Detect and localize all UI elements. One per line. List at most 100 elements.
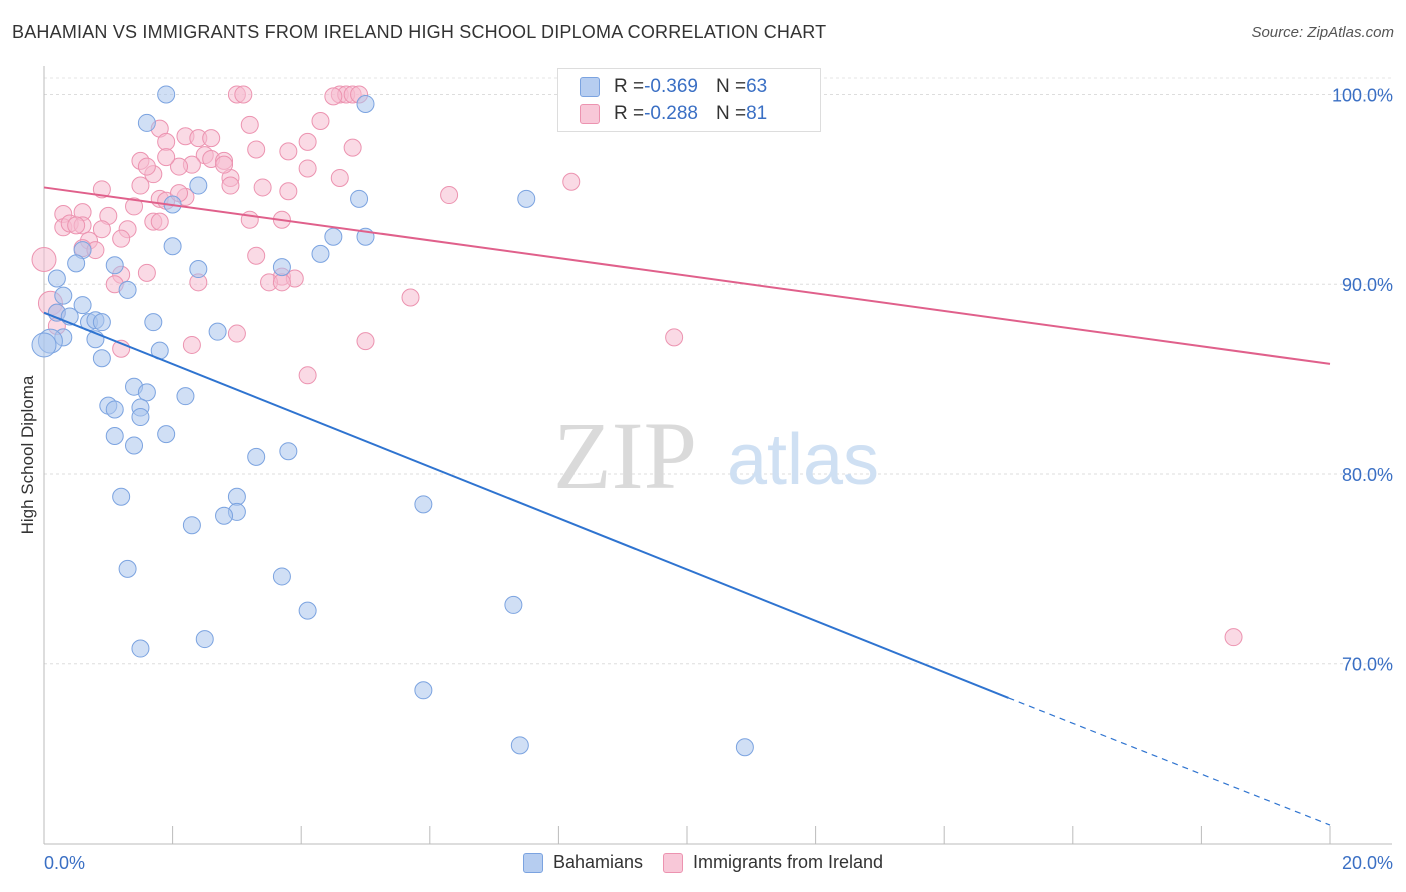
source-label: Source: ZipAtlas.com — [1251, 24, 1394, 41]
point-0-15 — [272, 258, 291, 277]
point-0-28 — [208, 322, 227, 341]
point-0-53 — [298, 601, 317, 620]
point-1-13 — [157, 132, 176, 151]
grid-lines — [44, 77, 1392, 665]
point-0-6 — [189, 176, 208, 195]
point-1-55 — [247, 246, 266, 265]
point-0-43 — [247, 447, 266, 466]
point-0-45 — [227, 487, 246, 506]
point-1-17 — [279, 142, 298, 161]
stats-legend: R = -0.369 N = 63 R = -0.288 N = 81 — [557, 68, 821, 132]
point-1-48 — [67, 216, 86, 235]
point-0-37 — [105, 400, 124, 419]
y-tick-label-1: 90.0% — [1342, 275, 1393, 295]
point-0-38 — [131, 408, 150, 427]
trend-lines — [43, 186, 1331, 826]
bahamians-swatch — [580, 77, 600, 97]
n-label: N = — [715, 76, 747, 97]
point-0-50 — [118, 559, 137, 578]
point-1-72 — [298, 366, 317, 385]
point-1-32 — [279, 182, 298, 201]
point-1-1 — [234, 85, 253, 104]
point-0-49 — [182, 516, 201, 535]
point-0-1 — [356, 94, 375, 113]
point-1-56 — [31, 247, 57, 273]
point-1-67 — [227, 324, 246, 343]
point-1-64 — [401, 288, 420, 307]
point-1-26 — [330, 168, 349, 187]
x-tick-labels: 0.0% 20.0% — [44, 853, 1393, 873]
point-0-16 — [47, 269, 66, 288]
series-legend: Bahamians Immigrants from Ireland — [0, 852, 1406, 873]
point-1-12 — [202, 129, 221, 148]
r-value: -0.288 — [644, 103, 698, 124]
point-1-33 — [440, 186, 459, 205]
point-1-7 — [311, 112, 330, 131]
legend-label-ireland: Immigrants from Ireland — [693, 852, 884, 872]
r-value: -0.369 — [644, 76, 698, 97]
point-0-14 — [189, 260, 208, 279]
point-0-58 — [735, 738, 754, 757]
r-label: R = — [614, 103, 645, 124]
n-value: 63 — [746, 76, 768, 97]
point-0-52 — [504, 595, 523, 614]
point-1-16 — [343, 138, 362, 157]
trend-line-ireland — [43, 186, 1331, 365]
point-1-69 — [356, 332, 375, 351]
point-0-9 — [163, 237, 182, 256]
point-1-15 — [247, 140, 266, 159]
point-0-41 — [125, 436, 144, 455]
point-1-31 — [92, 180, 111, 199]
point-1-8 — [240, 115, 259, 134]
legend-label-bahamians: Bahamians — [552, 852, 643, 872]
point-0-59 — [31, 332, 57, 358]
n-label: N = — [715, 103, 747, 124]
y-axis-label: High School Diploma — [18, 375, 37, 535]
point-1-80 — [157, 148, 176, 167]
point-0-57 — [510, 736, 529, 755]
legend-item-bahamians[interactable]: Bahamians — [522, 852, 643, 873]
ireland-swatch — [580, 104, 600, 124]
y-tick-label-0: 100.0% — [1332, 85, 1393, 105]
point-1-14 — [298, 132, 317, 151]
x-tick-label-1: 20.0% — [1342, 853, 1393, 873]
point-1-43 — [240, 210, 259, 229]
point-1-75 — [215, 155, 234, 174]
point-0-18 — [54, 286, 73, 305]
point-1-28 — [131, 176, 150, 195]
point-0-19 — [73, 296, 92, 315]
trend-extension-bahamians — [1008, 697, 1331, 826]
point-1-57 — [137, 263, 156, 282]
point-1-6 — [324, 87, 343, 106]
point-0-51 — [272, 567, 291, 586]
point-0-30 — [92, 349, 111, 368]
point-0-34 — [176, 387, 195, 406]
point-0-17 — [118, 280, 137, 299]
y-tick-labels: 100.0% 90.0% 80.0% 70.0% — [1332, 85, 1393, 674]
point-1-34 — [562, 172, 581, 191]
point-1-78 — [150, 212, 169, 231]
point-0-13 — [67, 254, 86, 273]
point-0-56 — [414, 681, 433, 700]
y-tick-label-2: 80.0% — [1342, 465, 1393, 485]
ireland-legend-swatch — [663, 852, 683, 873]
chart-title: BAHAMIAN VS IMMIGRANTS FROM IRELAND HIGH… — [12, 22, 827, 42]
point-1-76 — [137, 157, 156, 176]
point-0-24 — [92, 313, 111, 332]
bahamians-legend-swatch — [522, 852, 543, 873]
point-0-7 — [324, 227, 343, 246]
point-0-54 — [195, 630, 214, 649]
point-0-10 — [311, 244, 330, 263]
point-0-48 — [215, 506, 234, 525]
point-0-42 — [279, 442, 298, 461]
point-0-12 — [105, 256, 124, 275]
point-0-55 — [131, 639, 150, 658]
series-immigrants-from-ireland — [31, 85, 1243, 647]
point-0-33 — [137, 383, 156, 402]
point-1-68 — [665, 328, 684, 347]
legend-item-ireland[interactable]: Immigrants from Ireland — [663, 852, 883, 873]
axes — [43, 66, 1392, 845]
stats-legend-row-bahamians: R = -0.369 N = 63 — [580, 75, 767, 99]
point-0-4 — [517, 189, 536, 208]
